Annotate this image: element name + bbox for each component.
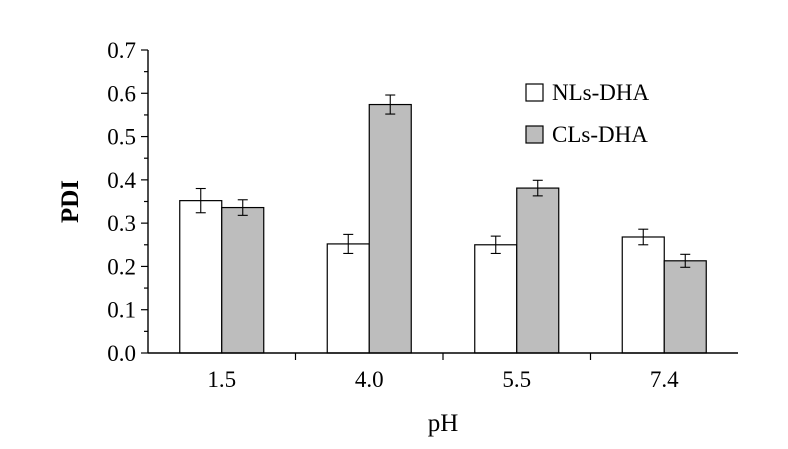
legend-swatch-cls-dha [525,125,544,144]
y-tick-label: 0.2 [107,254,136,279]
bar-nls-dha-7.4 [621,236,665,354]
y-tick-label: 0.3 [107,211,136,236]
legend-label-cls-dha: CLs-DHA [552,122,648,147]
y-tick-label: 0.7 [107,38,136,63]
bar-cls-dha-7.4 [663,260,707,354]
bars-layer [179,94,707,354]
y-tick-label: 0.1 [107,298,136,323]
y-tick-label: 0.0 [107,341,136,366]
y-tick-label: 0.4 [107,168,136,193]
x-tick-label: 7.4 [650,367,679,392]
bar-cls-dha-5.5 [516,187,560,354]
bar-nls-dha-4.0 [326,243,370,354]
legend-label-nls-dha: NLs-DHA [552,80,649,105]
error-bar [638,228,649,246]
error-bar [385,94,396,115]
y-ticks: 0.0 0.1 0.2 0.3 0.4 0.5 0.6 0.7 [107,38,148,366]
y-tick-label: 0.5 [107,125,136,150]
bar-nls-dha-5.5 [474,244,518,354]
error-bar [343,233,354,254]
x-tick-label: 5.5 [502,367,531,392]
legend: NLs-DHA CLs-DHA [525,80,649,147]
x-ticks: 1.5 4.0 5.5 7.4 [207,353,679,392]
error-bar [532,179,543,197]
x-axis-title: pH [428,410,459,437]
bar-cls-dha-4.0 [368,103,412,354]
error-bar [490,235,501,254]
x-tick-label: 1.5 [207,367,236,392]
x-tick-label: 4.0 [355,367,384,392]
bar-cls-dha-1.5 [221,206,265,354]
y-tick-label: 0.6 [107,81,136,106]
error-bar [195,187,206,214]
error-bar [680,253,691,268]
bar-nls-dha-1.5 [179,200,223,354]
legend-swatch-nls-dha [525,83,544,102]
error-bar [237,199,248,216]
y-axis-title: PDI [57,180,84,223]
